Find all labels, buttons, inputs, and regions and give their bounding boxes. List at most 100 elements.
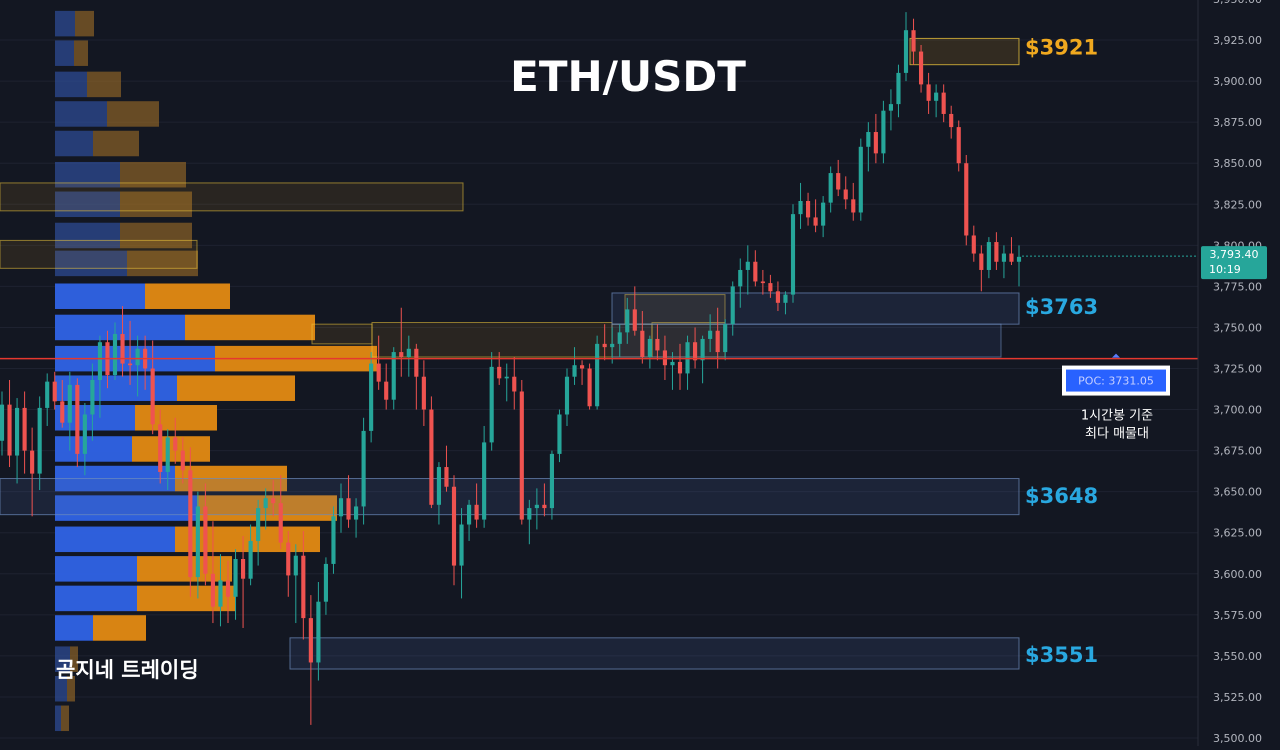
candle-body	[436, 467, 442, 505]
current-price-tag	[1201, 246, 1267, 280]
candle-body	[504, 376, 509, 379]
level-label: $3551	[1025, 643, 1098, 667]
volume-profile-buy-bar	[55, 250, 127, 277]
candle-body	[632, 309, 637, 331]
candle-body	[873, 132, 878, 154]
candle-body	[225, 580, 231, 597]
volume-profile-buy-bar	[55, 10, 75, 37]
candle-body	[188, 470, 193, 578]
candle-body	[986, 242, 991, 270]
candle-body	[195, 506, 200, 578]
candle-body	[534, 504, 539, 509]
candle-body	[971, 235, 976, 254]
candle-body	[45, 381, 50, 408]
candle-body	[112, 334, 118, 376]
candle-body	[858, 146, 863, 213]
candle-body	[414, 348, 419, 377]
level-zone	[611, 292, 1020, 325]
candle-body	[640, 330, 645, 358]
y-tick-label: 3,775.00	[1213, 280, 1262, 293]
volume-profile-sell-bar	[93, 130, 139, 157]
candle-body	[180, 450, 185, 471]
volume-profile-buy-bar	[55, 705, 61, 732]
candle-body	[527, 508, 532, 520]
candle-body	[316, 601, 321, 663]
y-tick-label: 3,900.00	[1213, 75, 1262, 88]
candle-body	[22, 407, 27, 451]
candle-body	[941, 92, 946, 114]
candle-body	[489, 366, 494, 443]
candle-body	[949, 113, 954, 128]
candle-body	[286, 542, 291, 576]
volume-profile-sell-bar	[135, 405, 217, 431]
volume-profile-sell-bar	[74, 40, 88, 66]
y-tick-label: 3,925.00	[1213, 34, 1262, 47]
candle-body	[579, 365, 585, 369]
watermark-brand: 곰지네 트레이딩	[56, 658, 199, 682]
price-axis: 3,500.00 3,525.00 3,550.00 3,575.00 3,600.00…	[1022, 0, 1280, 746]
candle-body	[602, 343, 607, 348]
candle-body	[964, 163, 969, 236]
volume-profile-sell-bar	[120, 191, 192, 218]
candle-body	[888, 104, 894, 111]
y-tick-label: 3,625.00	[1213, 527, 1262, 540]
poc-marker-icon	[1112, 353, 1120, 358]
candle-body	[248, 540, 253, 579]
candle-body	[557, 414, 562, 454]
candle-body	[67, 384, 72, 423]
volume-profile-buy-bar	[55, 314, 185, 341]
candle-body	[519, 391, 524, 520]
volume-profile-buy-bar	[55, 436, 132, 462]
candle-body	[158, 424, 163, 472]
supply-zone-box	[624, 294, 726, 325]
candle-body	[429, 409, 434, 505]
candle-body	[708, 330, 713, 339]
candle-body	[1001, 253, 1007, 262]
candle-body	[459, 524, 464, 566]
candle-body	[293, 555, 298, 576]
candle-body	[165, 437, 170, 472]
level-zone	[909, 37, 1020, 66]
volume-profile-sell-bar	[177, 375, 295, 401]
candle-body	[135, 348, 140, 366]
volume-profile-sell-bar	[127, 250, 198, 277]
candle-body	[256, 508, 261, 541]
candle-body	[836, 173, 841, 190]
candle-body	[1009, 253, 1014, 262]
candle-body	[60, 401, 65, 423]
candle-body	[120, 334, 125, 364]
volume-profile-buy-bar	[55, 675, 67, 702]
candle-body	[753, 261, 758, 282]
y-tick-label: 3,675.00	[1213, 445, 1262, 458]
candle-body	[0, 404, 5, 441]
candle-body	[760, 281, 765, 284]
level-zone	[0, 478, 1020, 516]
volume-profile-sell-bar	[120, 222, 192, 249]
volume-profile	[55, 10, 377, 732]
volume-profile-sell-bar	[137, 556, 232, 582]
supply-zone-box	[371, 322, 613, 358]
candle-body	[572, 365, 577, 377]
candle-body	[783, 294, 788, 303]
candle-body	[210, 573, 216, 607]
y-tick-label: 3,850.00	[1213, 157, 1262, 170]
y-tick-label: 3,600.00	[1213, 568, 1262, 581]
candle-body	[384, 381, 389, 400]
candle-body	[775, 291, 781, 303]
candle-body	[173, 437, 178, 451]
candle-body	[730, 286, 735, 325]
volume-profile-sell-bar	[75, 10, 94, 37]
poc-note-line: 최다 매물대	[1085, 427, 1149, 442]
volume-profile-sell-bar	[70, 646, 78, 672]
candle-body	[617, 332, 622, 344]
y-tick-label: 3,875.00	[1213, 116, 1262, 129]
candle-body	[406, 348, 411, 358]
y-tick-label: 3,525.00	[1213, 691, 1262, 704]
volume-profile-sell-bar	[145, 283, 230, 309]
candle-body	[610, 343, 615, 348]
volume-profile-buy-bar	[55, 375, 177, 401]
volume-profile-buy-bar	[55, 191, 120, 218]
candle-body	[361, 430, 366, 507]
